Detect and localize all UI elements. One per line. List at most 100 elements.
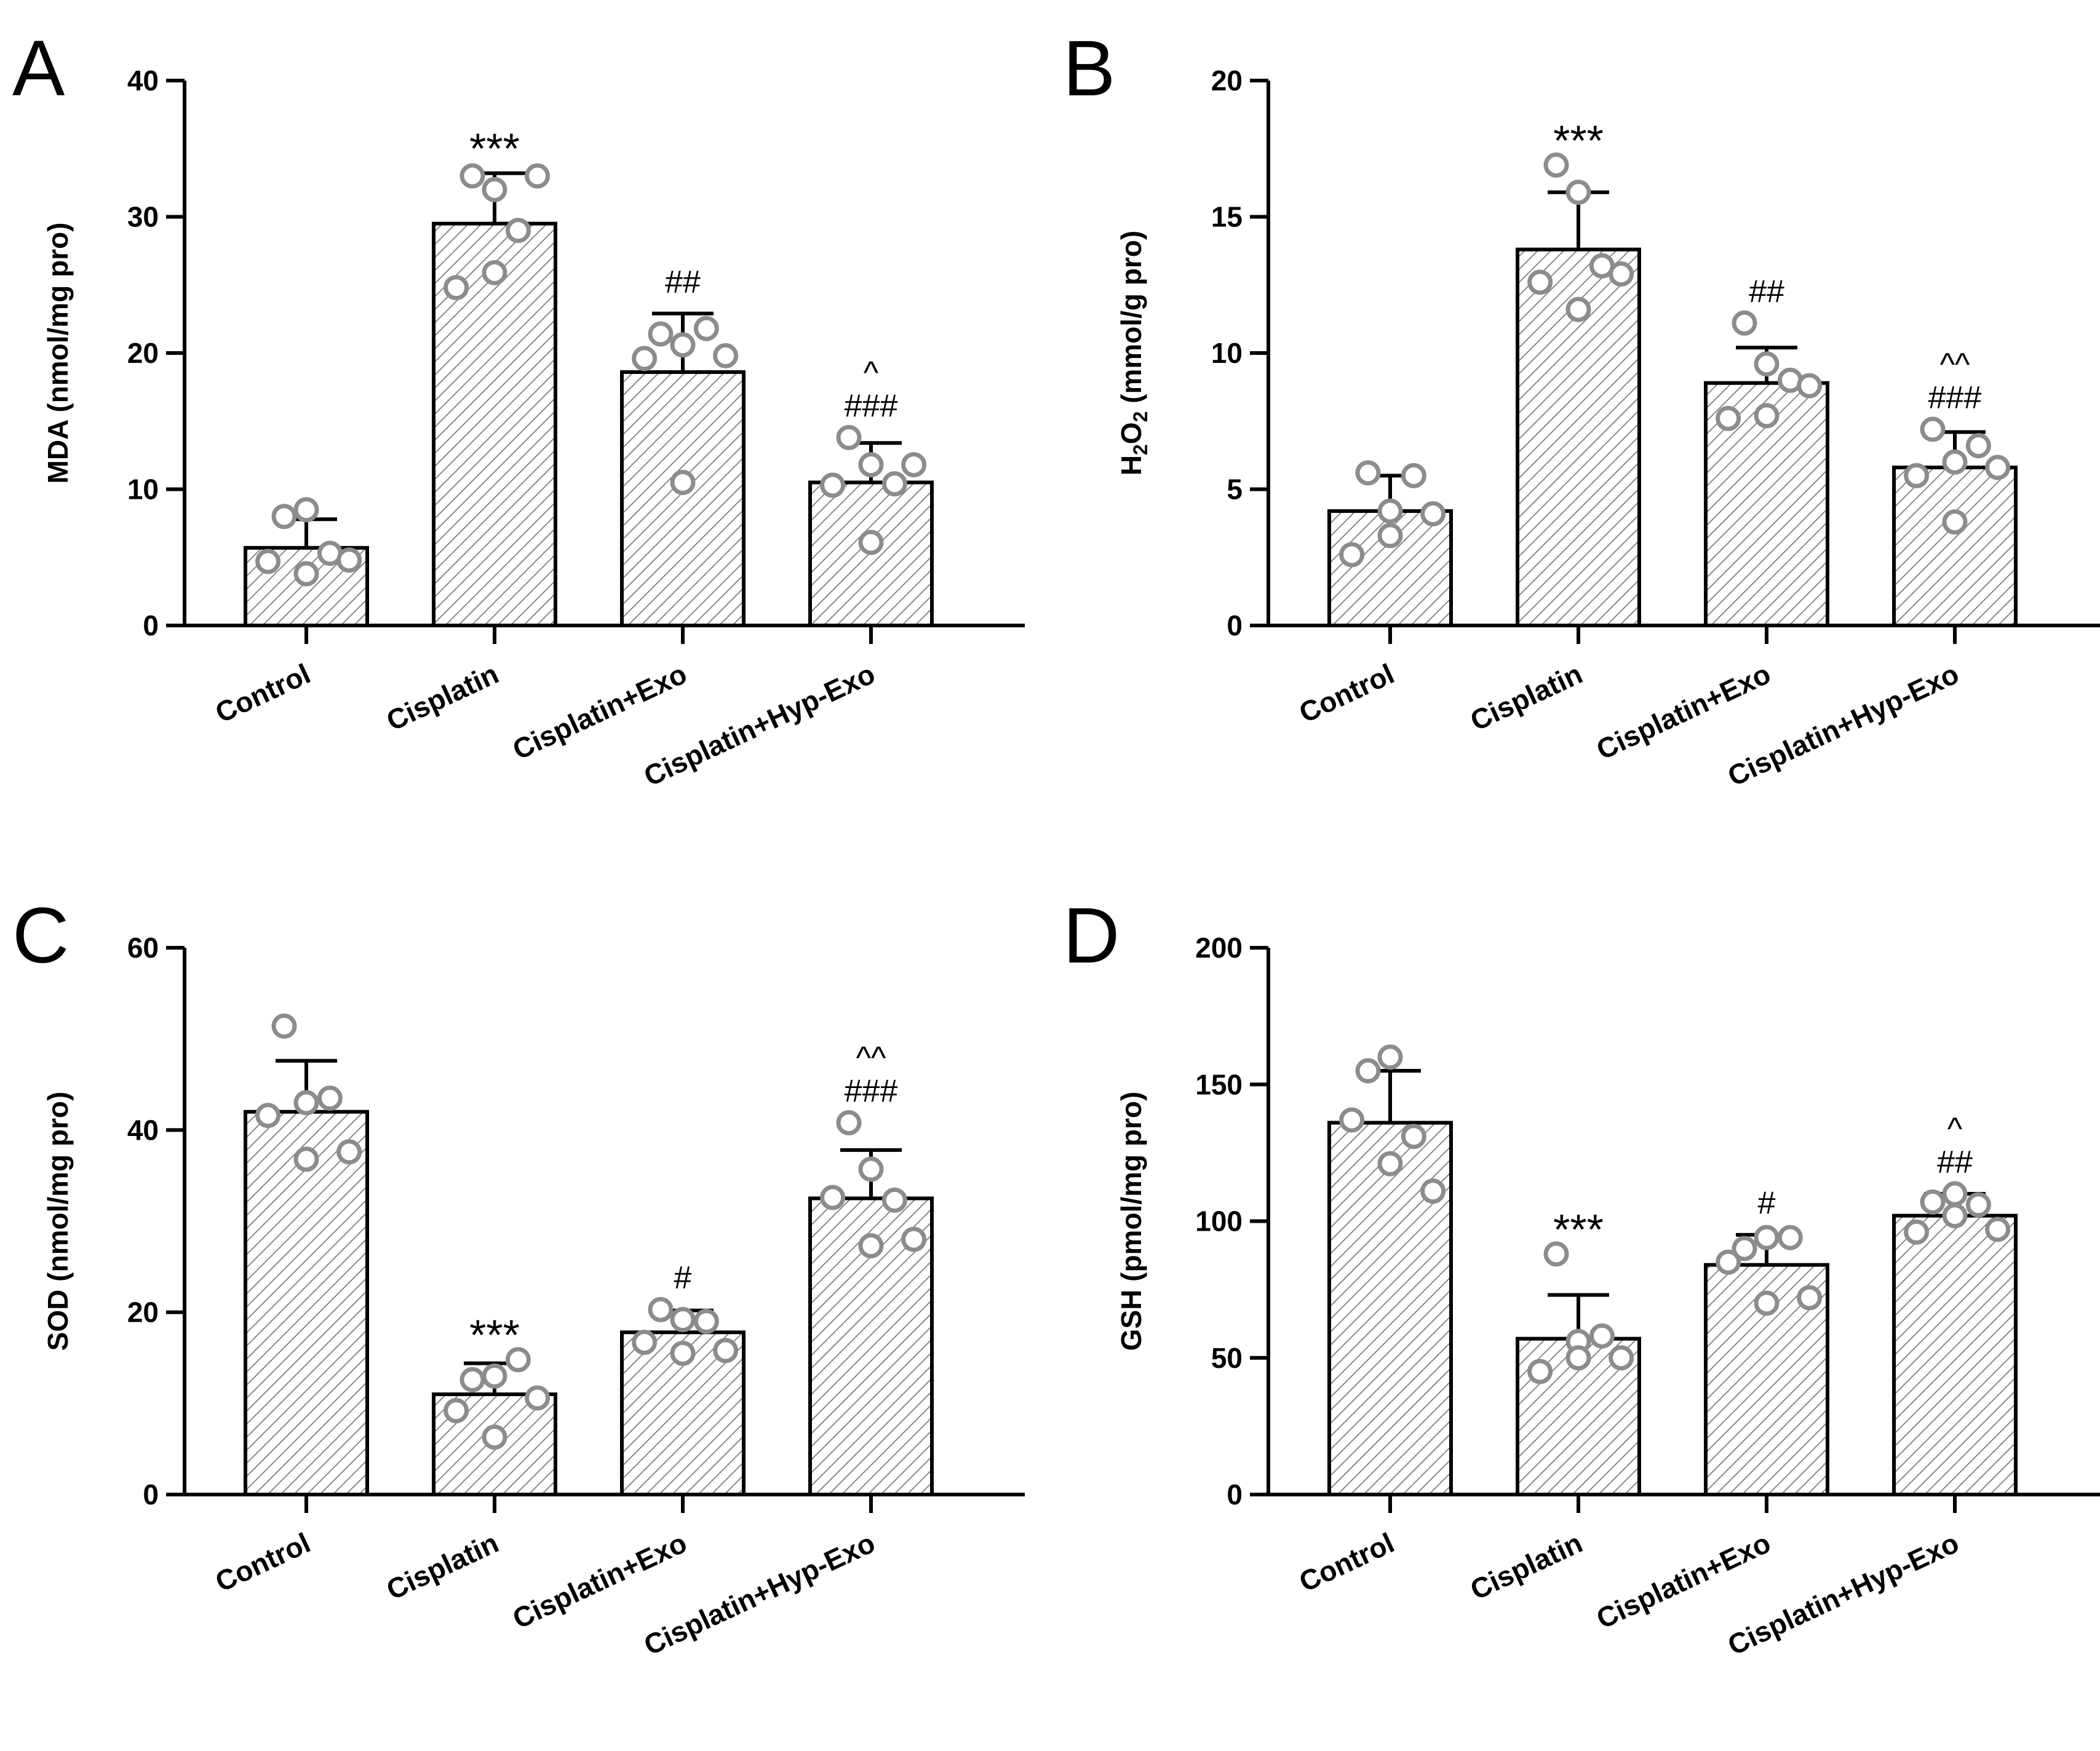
data-point xyxy=(271,1013,297,1039)
significance-label: ^ xyxy=(864,355,879,391)
data-point xyxy=(1942,1203,1968,1229)
panel-letter: A xyxy=(12,25,65,113)
data-point xyxy=(482,177,507,202)
significance-label: ^ xyxy=(1947,1111,1963,1147)
data-point xyxy=(1401,463,1426,488)
data-point xyxy=(505,218,531,244)
data-point xyxy=(1716,405,1741,431)
x-tick-label: Cisplatin+Exo xyxy=(1591,657,1775,766)
data-point xyxy=(632,346,658,371)
x-tick-label: Cisplatin+Exo xyxy=(1591,1527,1775,1635)
data-point xyxy=(1942,509,1968,535)
data-point xyxy=(1777,1225,1803,1250)
data-point xyxy=(1965,1192,1991,1218)
data-point xyxy=(901,1226,927,1252)
data-point xyxy=(505,1347,531,1373)
y-tick-label: 100 xyxy=(1195,1205,1243,1237)
y-axis-label: GSH (pmol/mg pro) xyxy=(1115,1092,1147,1351)
x-tick-label: Control xyxy=(1294,657,1399,729)
data-point xyxy=(881,1187,907,1213)
x-tick-label: Cisplatin xyxy=(1465,657,1587,737)
data-point xyxy=(881,471,907,497)
data-point xyxy=(1401,1124,1426,1149)
data-point xyxy=(858,1156,884,1182)
data-point xyxy=(1732,1236,1757,1261)
data-point xyxy=(1420,1178,1446,1204)
data-point xyxy=(443,275,469,301)
y-tick-label: 150 xyxy=(1195,1068,1243,1100)
data-point xyxy=(1527,269,1553,295)
y-tick-label: 10 xyxy=(127,474,159,506)
y-axis-label: SOD (nmol/mg pro) xyxy=(42,1092,74,1351)
data-point xyxy=(713,343,739,368)
data-point xyxy=(858,1233,884,1259)
panel-d: D GSH (pmol/mg pro) 0 50 100 150 200 Control Cis… xyxy=(1063,892,2100,1661)
significance-label: ### xyxy=(1928,380,1982,416)
data-point xyxy=(1920,1189,1946,1215)
data-point xyxy=(713,1338,739,1364)
panel-letter: B xyxy=(1063,25,1115,113)
bar-group: Control xyxy=(1294,460,1453,729)
data-point xyxy=(482,1424,507,1450)
data-point xyxy=(1942,449,1968,475)
panel-c: C SOD (nmol/mg pro) 0 20 40 60 Control Cisplati… xyxy=(12,892,1025,1661)
x-tick-label: Cisplatin+Exo xyxy=(507,657,691,766)
data-point xyxy=(459,1367,485,1392)
data-point xyxy=(1527,1359,1553,1384)
data-point xyxy=(648,321,674,347)
data-point xyxy=(293,1090,319,1116)
y-tick-label: 20 xyxy=(127,1296,159,1328)
data-point xyxy=(525,1385,551,1411)
data-point xyxy=(1355,460,1381,486)
data-point xyxy=(1609,1345,1634,1371)
data-point xyxy=(670,469,696,495)
data-point xyxy=(1355,1058,1381,1084)
data-point xyxy=(293,1146,319,1172)
bar xyxy=(1892,466,2018,627)
data-point xyxy=(670,332,696,358)
bar xyxy=(620,370,746,627)
y-tick-label: 40 xyxy=(127,65,159,97)
data-point xyxy=(1754,351,1780,377)
significance-label: *** xyxy=(469,125,520,173)
data-point xyxy=(901,452,927,478)
bar-group: Cisplatin xyxy=(1465,1241,1641,1606)
panel-a: A MDA (nmol/mg pro) 0 10 20 30 40 Control Cispla… xyxy=(12,25,1025,792)
data-point xyxy=(1565,296,1591,322)
data-point xyxy=(1965,433,1991,459)
significance-label: ### xyxy=(845,1073,898,1109)
significance-label: ^^ xyxy=(1940,347,1970,383)
data-point xyxy=(858,452,884,478)
y-axis-label: H2O2 (mmol/g pro) xyxy=(1115,231,1151,475)
data-point xyxy=(1377,1151,1403,1177)
data-point xyxy=(1339,542,1365,568)
y-tick-label: 60 xyxy=(127,932,159,964)
data-point xyxy=(525,163,551,189)
data-point xyxy=(255,1103,281,1129)
y-tick-label: 20 xyxy=(127,337,159,369)
data-point xyxy=(1904,1219,1930,1245)
y-axis-label: MDA (nmol/mg pro) xyxy=(42,222,74,483)
bar-group: Cisplatin xyxy=(381,1347,557,1606)
data-point xyxy=(1904,463,1930,488)
data-point xyxy=(317,1085,343,1111)
significance-label: ## xyxy=(1937,1145,1973,1180)
y-tick-label: 0 xyxy=(143,1479,159,1511)
bar-group: Control xyxy=(1294,1044,1453,1598)
x-tick-label: Cisplatin xyxy=(1465,1527,1587,1606)
data-point xyxy=(1589,1323,1615,1349)
bar xyxy=(432,221,557,627)
data-point xyxy=(459,163,485,189)
data-point xyxy=(1377,523,1403,549)
data-point xyxy=(293,497,319,523)
data-point xyxy=(255,549,281,574)
y-tick-label: 0 xyxy=(1227,1479,1243,1511)
significance-label: # xyxy=(1758,1186,1776,1221)
data-point xyxy=(1543,152,1569,178)
data-point xyxy=(1377,498,1403,524)
bar-group: Cisplatin xyxy=(1465,152,1641,737)
significance-label: # xyxy=(674,1260,692,1296)
y-tick-label: 30 xyxy=(127,201,159,233)
data-point xyxy=(820,1185,846,1210)
